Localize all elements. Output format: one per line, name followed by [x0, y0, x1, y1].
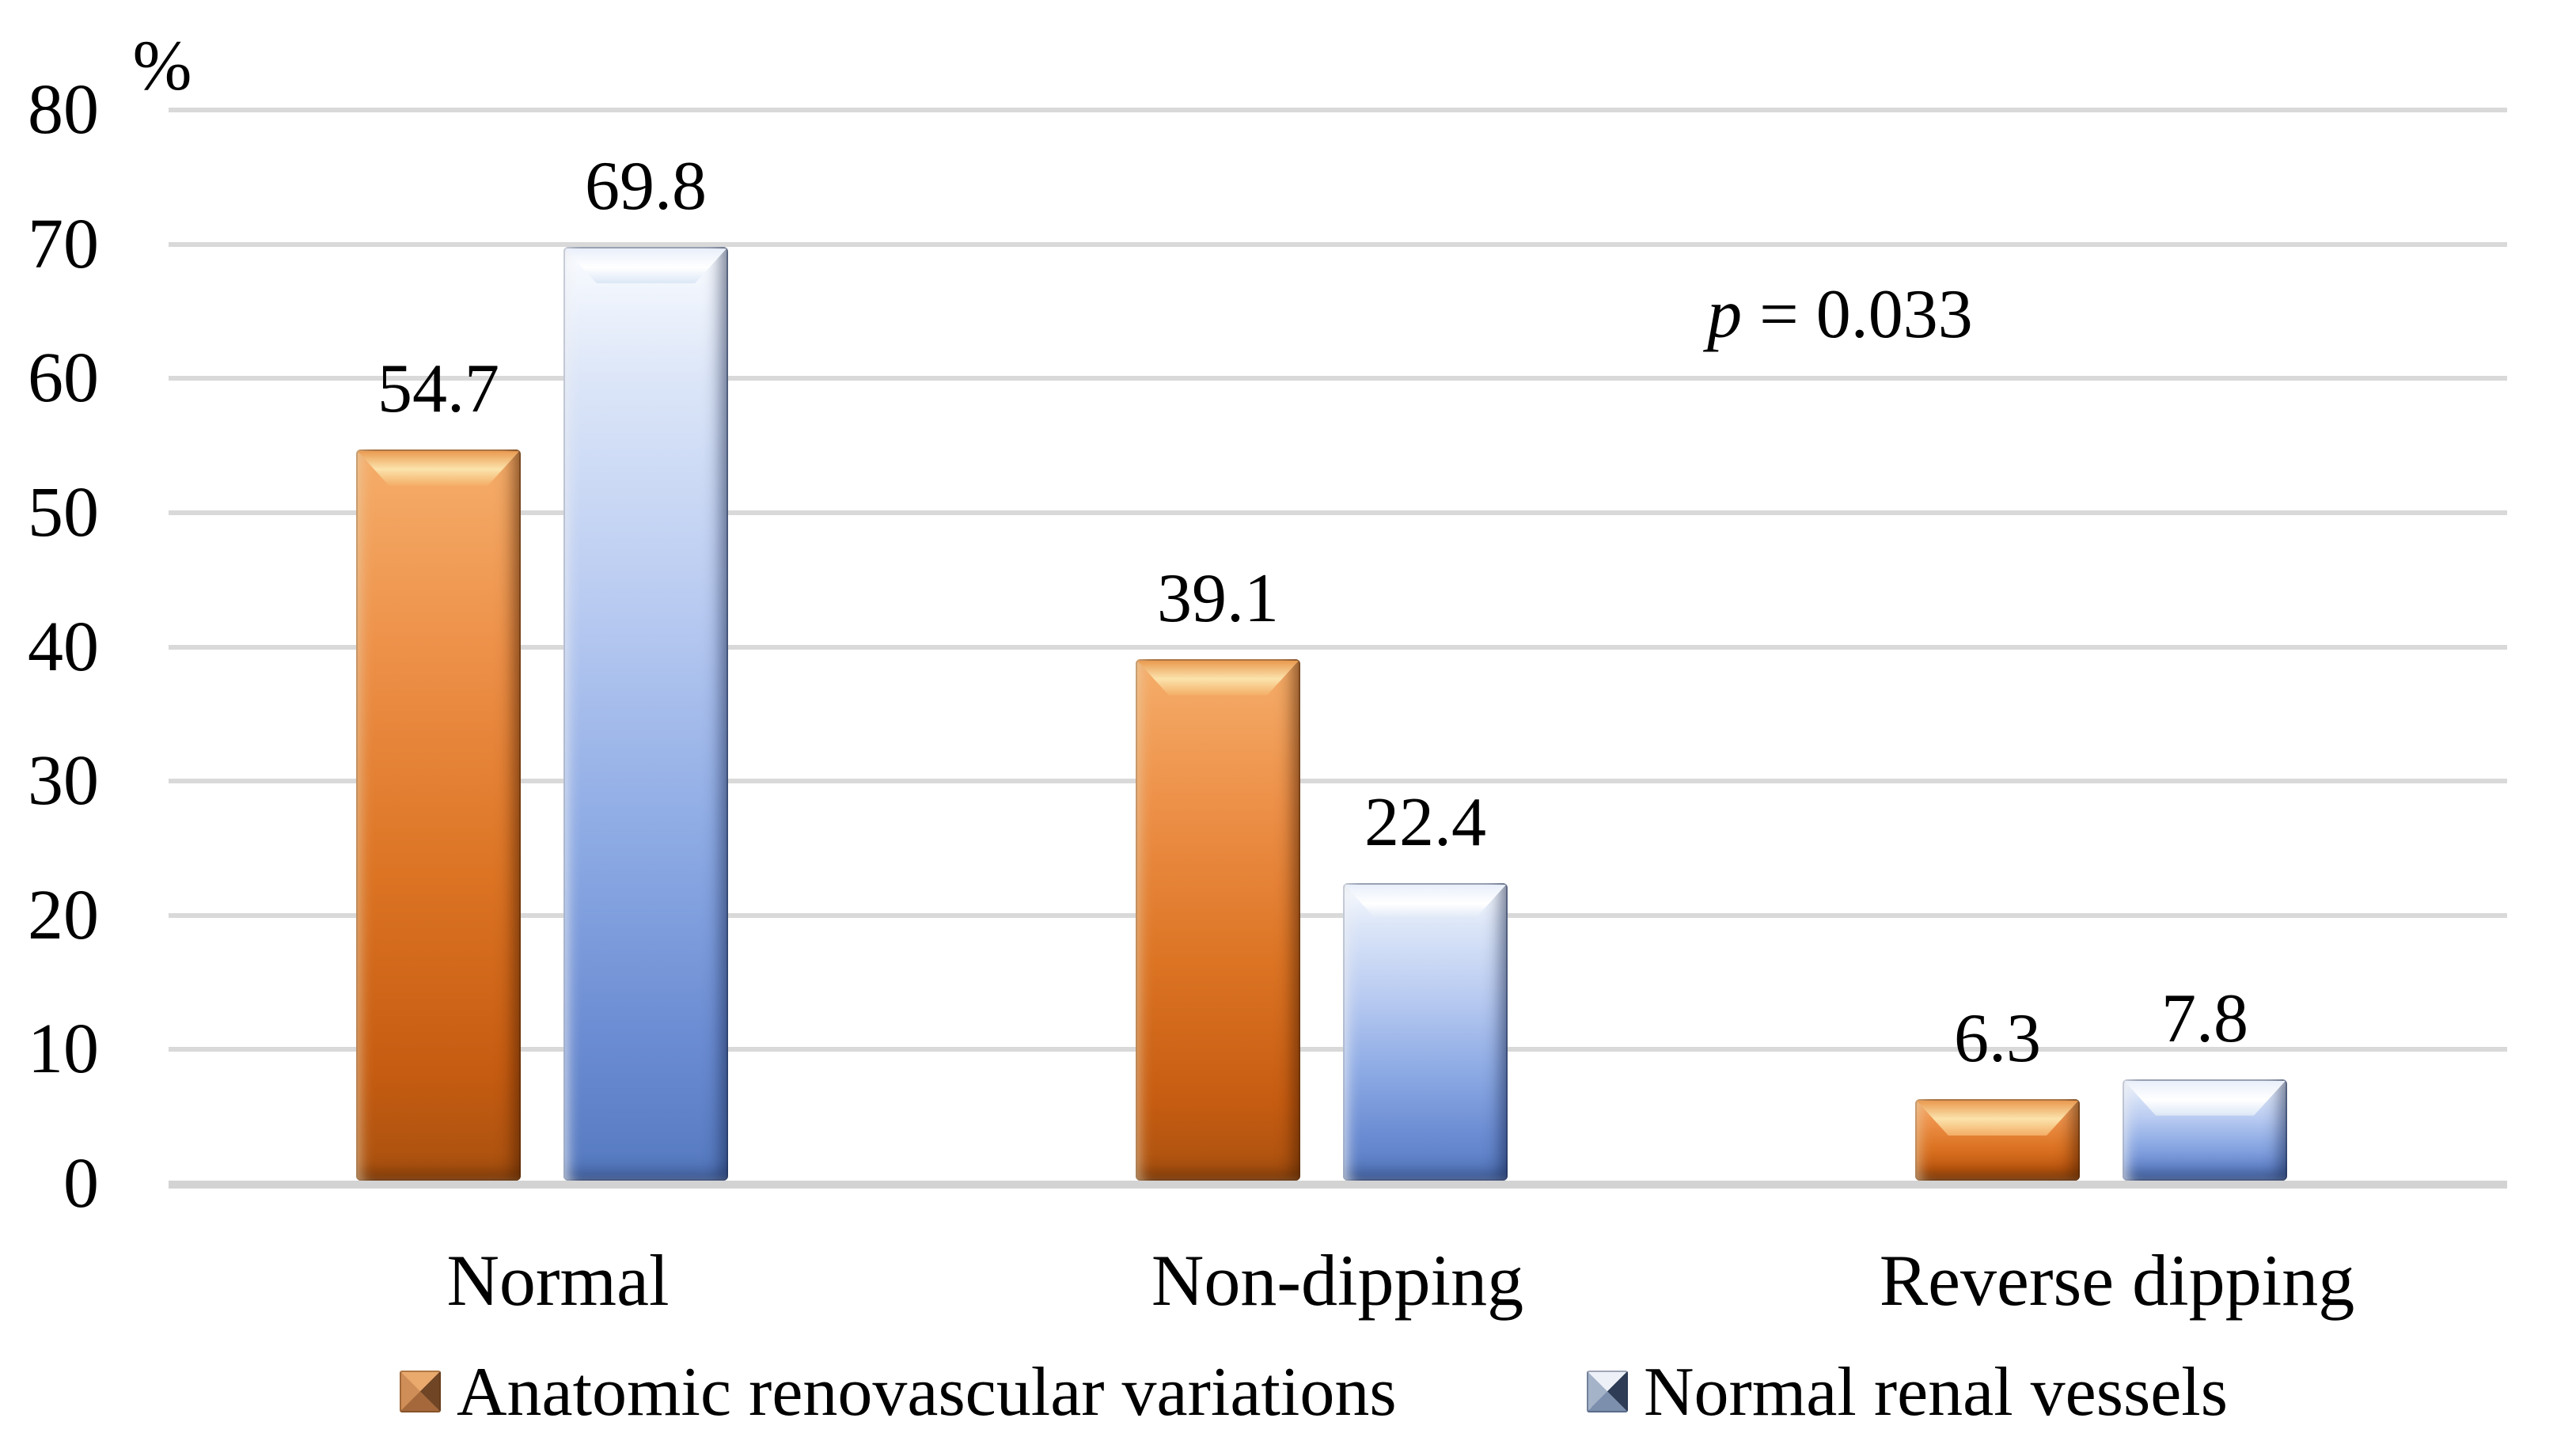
- bar-orange-reverse-dipping: [1915, 1099, 2080, 1181]
- legend-marker-blue-icon: [1587, 1371, 1628, 1412]
- y-tick-60: 60: [28, 339, 99, 418]
- gridline-70: [169, 241, 2507, 247]
- p-value-text: = 0.033: [1742, 276, 1973, 353]
- category-label-non-dipping: Non-dipping: [1151, 1240, 1524, 1321]
- y-tick-20: 20: [28, 875, 99, 954]
- gridline-80: [169, 108, 2507, 113]
- bar-top-bevel: [2124, 1081, 2286, 1116]
- category-label-reverse-dipping: Reverse dipping: [1879, 1240, 2355, 1321]
- bar-top-bevel: [1137, 661, 1299, 696]
- category-label-normal: Normal: [446, 1240, 670, 1321]
- legend-label-normal-vessels: Normal renal vessels: [1644, 1354, 2228, 1431]
- bar-blue-normal: [563, 247, 728, 1181]
- bar-top-bevel: [1917, 1101, 2078, 1136]
- gridline-10: [169, 1047, 2507, 1052]
- gridline-50: [169, 510, 2507, 515]
- y-tick-70: 70: [28, 204, 99, 283]
- bar-orange-normal: [356, 449, 521, 1181]
- y-tick-80: 80: [28, 70, 99, 150]
- y-tick-50: 50: [28, 473, 99, 552]
- p-symbol: p: [1707, 276, 1743, 353]
- bar-top-bevel: [358, 451, 519, 486]
- bar-orange-non-dipping: [1136, 658, 1300, 1181]
- bar-blue-reverse-dipping: [2123, 1079, 2287, 1181]
- data-label-orange-reverse-dipping: 6.3: [1954, 1000, 2041, 1078]
- bar-top-bevel: [565, 248, 727, 283]
- gridline-40: [169, 644, 2507, 650]
- y-tick-10: 10: [28, 1010, 99, 1089]
- y-tick-0: 0: [63, 1144, 99, 1223]
- bar-blue-non-dipping: [1343, 883, 1508, 1181]
- data-label-orange-normal: 54.7: [377, 351, 499, 428]
- y-tick-40: 40: [28, 607, 99, 686]
- p-value-annotation: p = 0.033: [1563, 277, 2117, 353]
- y-tick-30: 30: [28, 741, 99, 821]
- y-axis-unit-label: %: [132, 27, 192, 105]
- legend-label-anatomic-variations: Anatomic renovascular variations: [457, 1354, 1397, 1431]
- data-label-blue-non-dipping: 22.4: [1364, 784, 1486, 862]
- x-axis-line: [169, 1181, 2507, 1189]
- gridline-60: [169, 376, 2507, 381]
- data-label-blue-normal: 69.8: [585, 148, 707, 226]
- data-label-orange-non-dipping: 39.1: [1157, 559, 1279, 637]
- gridline-30: [169, 779, 2507, 784]
- legend-marker-orange-icon: [400, 1371, 441, 1412]
- data-label-blue-reverse-dipping: 7.8: [2161, 980, 2248, 1057]
- gridline-20: [169, 912, 2507, 918]
- bar-top-bevel: [1345, 885, 1506, 919]
